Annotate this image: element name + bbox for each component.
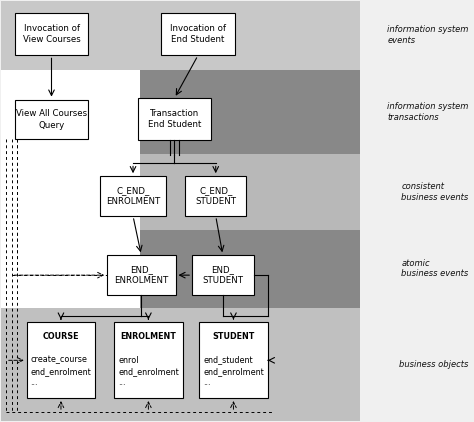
Bar (192, 255, 254, 295)
Text: enrol
end_enrolment
...: enrol end_enrolment ... (118, 344, 179, 387)
Bar (185, 176, 246, 216)
Bar (0, 154, 360, 230)
Text: information system
transactions: information system transactions (387, 103, 469, 122)
Text: COURSE: COURSE (43, 332, 79, 341)
Bar (0, 70, 360, 154)
Text: consistent
business events: consistent business events (401, 182, 469, 202)
Bar (0, 70, 140, 154)
Bar (100, 176, 166, 216)
Text: Transaction
End Student: Transaction End Student (148, 109, 201, 130)
Text: Invocation of
End Student: Invocation of End Student (170, 24, 226, 44)
Text: View All Courses
Query: View All Courses Query (16, 109, 87, 130)
Bar (15, 14, 88, 55)
Bar (15, 100, 88, 140)
Text: information system
events: information system events (387, 25, 469, 45)
Bar (0, 308, 360, 421)
Bar (27, 322, 95, 398)
Bar (199, 322, 268, 398)
Text: end_student
end_enrolment
...: end_student end_enrolment ... (203, 344, 264, 387)
Bar (0, 230, 140, 308)
Text: END_
STUDENT: END_ STUDENT (202, 265, 243, 285)
Bar (114, 322, 182, 398)
Text: C_END_
ENROLMENT: C_END_ ENROLMENT (106, 186, 160, 206)
Text: STUDENT: STUDENT (212, 332, 255, 341)
Text: C_END_
STUDENT: C_END_ STUDENT (195, 186, 236, 206)
Text: ENROLMENT: ENROLMENT (120, 332, 176, 341)
Text: END_
ENROLMENT: END_ ENROLMENT (114, 265, 168, 285)
Text: business objects: business objects (399, 360, 469, 369)
Text: Invocation of
View Courses: Invocation of View Courses (23, 24, 81, 44)
Bar (0, 154, 140, 230)
Bar (161, 14, 235, 55)
Text: atomic
business events: atomic business events (401, 259, 469, 279)
Bar (0, 1, 360, 70)
Bar (138, 98, 211, 141)
Bar (107, 255, 175, 295)
Text: create_course
end_enrolment
...: create_course end_enrolment ... (31, 344, 91, 387)
Bar (0, 230, 360, 308)
